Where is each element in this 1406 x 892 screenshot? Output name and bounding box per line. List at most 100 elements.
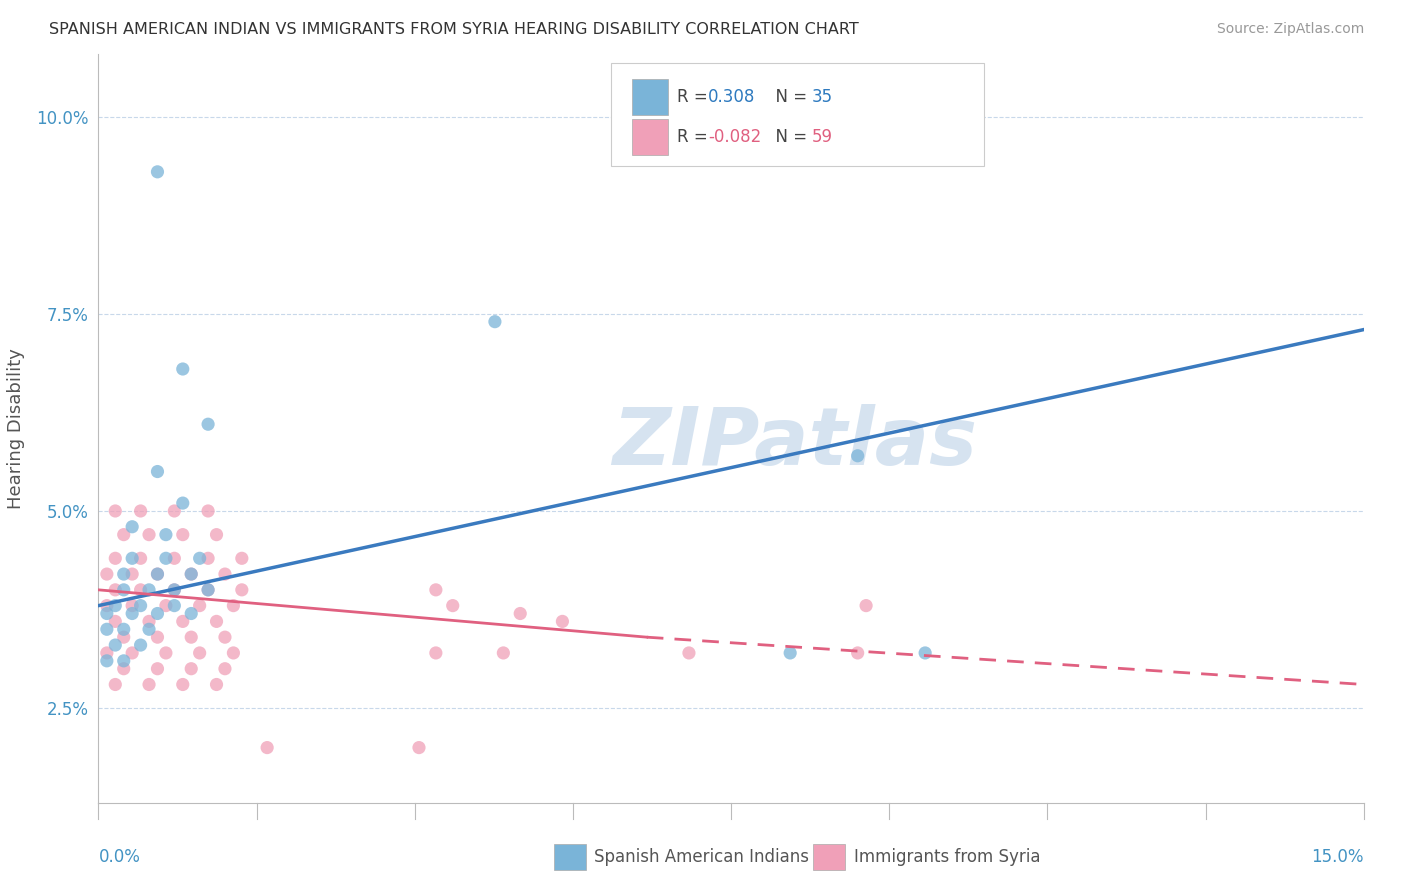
Point <box>180 567 202 582</box>
Point <box>112 654 135 668</box>
Point <box>214 662 236 676</box>
Point <box>96 646 118 660</box>
Point <box>846 449 869 463</box>
Point <box>484 315 506 329</box>
Point <box>425 646 447 660</box>
Text: ZIPatlas: ZIPatlas <box>612 404 977 483</box>
Point <box>112 630 135 644</box>
Point <box>146 165 169 179</box>
Text: Source: ZipAtlas.com: Source: ZipAtlas.com <box>1216 22 1364 37</box>
Point <box>172 362 194 376</box>
Point <box>197 551 219 566</box>
Point <box>172 615 194 629</box>
Point <box>172 677 194 691</box>
Point <box>121 551 143 566</box>
Text: -0.082: -0.082 <box>709 128 762 145</box>
FancyBboxPatch shape <box>610 62 984 166</box>
Point <box>129 599 152 613</box>
Point <box>231 582 253 597</box>
Point <box>146 662 169 676</box>
Point <box>146 630 169 644</box>
Point <box>914 646 936 660</box>
Point <box>112 582 135 597</box>
Point <box>180 607 202 621</box>
Y-axis label: Hearing Disability: Hearing Disability <box>7 348 25 508</box>
Point <box>231 551 253 566</box>
Point <box>197 417 219 432</box>
Point <box>188 551 211 566</box>
Point <box>846 646 869 660</box>
FancyBboxPatch shape <box>633 119 668 154</box>
Point <box>121 599 143 613</box>
Point <box>155 551 177 566</box>
Text: R =: R = <box>676 88 713 106</box>
Point <box>188 599 211 613</box>
Point <box>188 646 211 660</box>
Point <box>180 630 202 644</box>
FancyBboxPatch shape <box>633 79 668 115</box>
Point <box>129 504 152 518</box>
Point <box>104 582 127 597</box>
Text: N =: N = <box>765 128 813 145</box>
Point <box>112 527 135 541</box>
Point <box>492 646 515 660</box>
Point <box>197 582 219 597</box>
Point <box>222 599 245 613</box>
Point <box>146 567 169 582</box>
Point <box>96 622 118 636</box>
Point <box>197 582 219 597</box>
Text: Immigrants from Syria: Immigrants from Syria <box>853 847 1040 866</box>
Point <box>214 630 236 644</box>
Point <box>205 677 228 691</box>
Point <box>138 615 160 629</box>
Point <box>96 567 118 582</box>
Point <box>112 662 135 676</box>
Point <box>172 527 194 541</box>
Point <box>163 582 186 597</box>
Point <box>138 527 160 541</box>
Point <box>138 582 160 597</box>
Text: 0.308: 0.308 <box>709 88 755 106</box>
Point <box>104 551 127 566</box>
Point <box>96 654 118 668</box>
Point <box>104 504 127 518</box>
Point <box>205 615 228 629</box>
Text: 0.0%: 0.0% <box>98 847 141 866</box>
Point <box>129 638 152 652</box>
Point <box>163 582 186 597</box>
Point <box>138 677 160 691</box>
Text: Spanish American Indians: Spanish American Indians <box>595 847 810 866</box>
Point <box>96 599 118 613</box>
Point <box>121 567 143 582</box>
Point <box>112 622 135 636</box>
FancyBboxPatch shape <box>554 844 585 871</box>
Point <box>180 662 202 676</box>
Text: 15.0%: 15.0% <box>1312 847 1364 866</box>
Point <box>121 607 143 621</box>
Point <box>104 615 127 629</box>
Text: 35: 35 <box>813 88 834 106</box>
Point <box>180 567 202 582</box>
Point <box>205 527 228 541</box>
Point <box>163 504 186 518</box>
Point <box>112 567 135 582</box>
Point <box>509 607 531 621</box>
Text: SPANISH AMERICAN INDIAN VS IMMIGRANTS FROM SYRIA HEARING DISABILITY CORRELATION : SPANISH AMERICAN INDIAN VS IMMIGRANTS FR… <box>49 22 859 37</box>
Point <box>408 740 430 755</box>
Point <box>146 567 169 582</box>
Point <box>138 622 160 636</box>
Point <box>155 527 177 541</box>
Point <box>163 551 186 566</box>
Point <box>425 582 447 597</box>
Text: N =: N = <box>765 88 813 106</box>
Point <box>155 646 177 660</box>
Point <box>96 607 118 621</box>
Point <box>197 504 219 518</box>
Point <box>779 646 801 660</box>
Point <box>104 599 127 613</box>
Point <box>551 615 574 629</box>
Point <box>855 599 877 613</box>
Point <box>163 599 186 613</box>
FancyBboxPatch shape <box>813 844 845 871</box>
Point <box>222 646 245 660</box>
